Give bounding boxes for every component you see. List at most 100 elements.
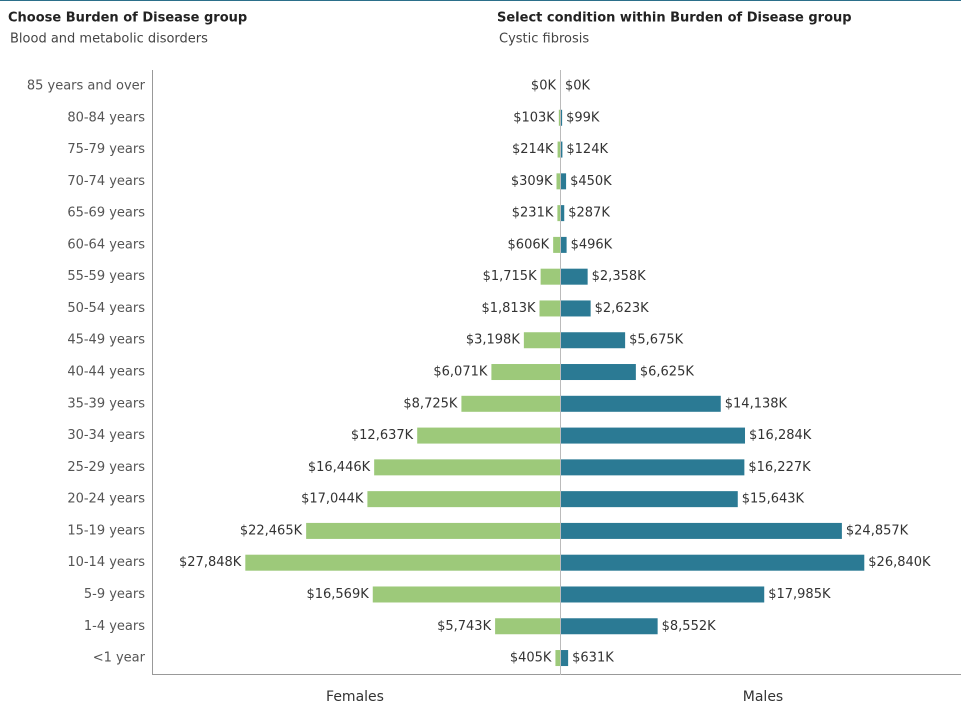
value-label: $309K: [511, 174, 553, 189]
value-label: $2,623K: [595, 301, 649, 316]
row-label: <1 year: [93, 651, 146, 666]
value-label: $17,044K: [301, 492, 364, 507]
value-label: $405K: [510, 651, 552, 666]
value-label: $214K: [512, 142, 554, 157]
bar: [561, 554, 865, 571]
row-label: 55-59 years: [67, 269, 145, 284]
value-label: $15,643K: [742, 492, 805, 507]
filter-value[interactable]: Cystic fibrosis: [499, 32, 589, 47]
row-label: 60-64 years: [67, 237, 145, 252]
value-label: $287K: [568, 206, 610, 221]
axis-title: Males: [743, 689, 783, 705]
row-label: 70-74 years: [67, 174, 145, 189]
axis-title: Females: [326, 689, 384, 705]
bar: [553, 236, 560, 253]
bar: [245, 554, 560, 571]
value-label: $631K: [572, 651, 614, 666]
bar: [558, 109, 560, 126]
value-label: $496K: [571, 237, 613, 252]
filter-value[interactable]: Blood and metabolic disorders: [10, 32, 208, 47]
row-label: 50-54 years: [67, 301, 145, 316]
value-label: $16,446K: [308, 460, 371, 475]
bar: [561, 459, 745, 476]
bar: [556, 173, 560, 190]
bar: [561, 173, 567, 190]
bar: [540, 268, 560, 285]
value-label: $5,743K: [437, 619, 491, 634]
row-label: 20-24 years: [67, 492, 145, 507]
row-label: 5-9 years: [84, 587, 145, 602]
filter-label: Select condition within Burden of Diseas…: [497, 11, 852, 26]
bar: [367, 491, 560, 508]
bar: [561, 427, 746, 444]
bar: [495, 618, 560, 635]
bar: [561, 268, 588, 285]
bar: [561, 364, 636, 381]
row-label: 40-44 years: [67, 365, 145, 380]
bar: [555, 650, 560, 667]
row-label: 15-19 years: [67, 523, 145, 538]
value-label: $124K: [566, 142, 608, 157]
bar: [561, 332, 626, 349]
bar: [561, 618, 658, 635]
value-label: $16,284K: [749, 428, 812, 443]
value-label: $16,569K: [306, 587, 369, 602]
row-label: 30-34 years: [67, 428, 145, 443]
row-label: 75-79 years: [67, 142, 145, 157]
bar: [561, 491, 738, 508]
value-label: $3,198K: [466, 333, 520, 348]
value-label: $103K: [513, 110, 555, 125]
value-label: $0K: [531, 79, 557, 94]
bar: [561, 586, 765, 603]
row-label: 25-29 years: [67, 460, 145, 475]
bar: [306, 522, 560, 539]
value-label: $22,465K: [240, 523, 303, 538]
bar: [561, 650, 569, 667]
value-label: $5,675K: [629, 333, 683, 348]
bar: [561, 395, 721, 412]
bar: [561, 300, 591, 317]
bar: [561, 236, 567, 253]
row-label: 85 years and over: [27, 79, 146, 94]
row-label: 80-84 years: [67, 110, 145, 125]
bar: [561, 205, 565, 222]
value-label: $17,985K: [768, 587, 831, 602]
value-label: $0K: [565, 79, 591, 94]
value-label: $6,071K: [433, 365, 487, 380]
row-label: 10-14 years: [67, 555, 145, 570]
bar: [539, 300, 560, 317]
value-label: $24,857K: [846, 523, 909, 538]
value-label: $8,552K: [662, 619, 716, 634]
row-label: 65-69 years: [67, 206, 145, 221]
row-label: 1-4 years: [84, 619, 145, 634]
bar: [491, 364, 560, 381]
value-label: $6,625K: [640, 365, 694, 380]
value-label: $606K: [508, 237, 550, 252]
value-label: $8,725K: [403, 396, 457, 411]
bar: [561, 141, 563, 158]
value-label: $1,813K: [481, 301, 535, 316]
value-label: $14,138K: [725, 396, 788, 411]
value-label: $231K: [512, 206, 554, 221]
bar: [561, 522, 842, 539]
filter-label: Choose Burden of Disease group: [8, 11, 247, 26]
bar: [561, 109, 563, 126]
value-label: $27,848K: [179, 555, 242, 570]
row-label: 45-49 years: [67, 333, 145, 348]
bar: [372, 586, 560, 603]
bar: [374, 459, 560, 476]
value-label: $26,840K: [868, 555, 931, 570]
value-label: $450K: [570, 174, 612, 189]
bar: [461, 395, 560, 412]
value-label: $12,637K: [351, 428, 414, 443]
value-label: $2,358K: [592, 269, 646, 284]
bar: [557, 141, 560, 158]
bar: [523, 332, 560, 349]
row-label: 35-39 years: [67, 396, 145, 411]
value-label: $16,227K: [748, 460, 811, 475]
bar: [557, 205, 560, 222]
value-label: $99K: [566, 110, 600, 125]
bar: [417, 427, 560, 444]
value-label: $1,715K: [483, 269, 537, 284]
